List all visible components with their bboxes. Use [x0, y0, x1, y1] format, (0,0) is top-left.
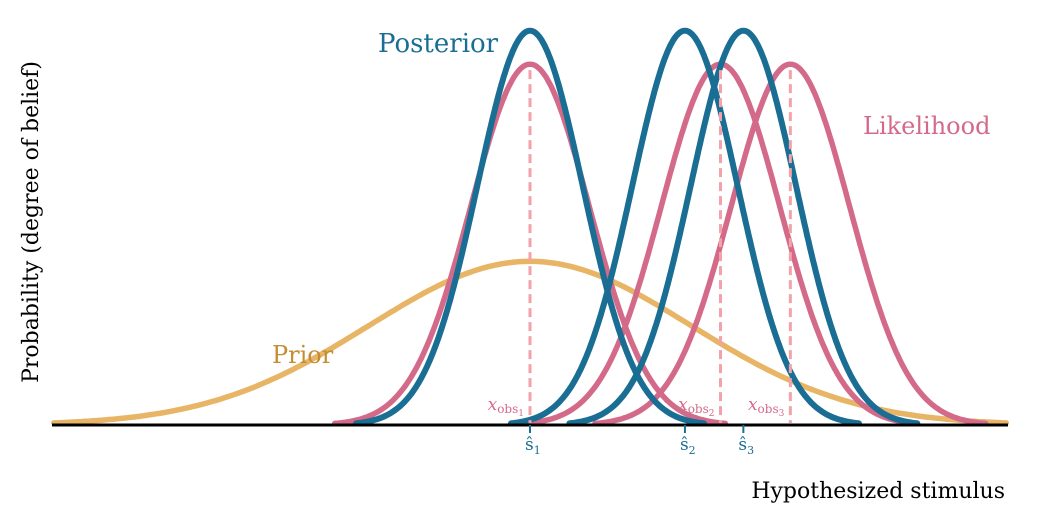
prior-curve-1	[51, 258, 1010, 426]
posterior-curve-3	[566, 27, 921, 427]
posterior-curve-2	[508, 27, 862, 427]
posterior-curve-1	[353, 27, 707, 427]
posterior-curves	[353, 27, 921, 427]
x-axis-label: Hypothesized stimulus	[751, 479, 1005, 504]
y-axis-label: Probability (degree of belief)	[19, 61, 44, 383]
series-label-posterior: Posterior	[378, 29, 499, 59]
estimate-label-3: ŝ3	[738, 435, 754, 457]
observation-labels: xobs1 xobs2 xobs3	[488, 395, 785, 419]
estimate-labels: ŝ1 ŝ2 ŝ3	[525, 435, 754, 457]
observation-dashed-lines	[528, 70, 792, 423]
observation-label-3: xobs3	[748, 395, 785, 419]
estimate-ticks	[529, 425, 745, 433]
observation-label-2: xobs2	[678, 395, 714, 419]
likelihood-curve-3	[592, 61, 989, 427]
series-label-prior: Prior	[272, 341, 334, 369]
prior-curves	[51, 258, 1010, 426]
series-label-likelihood: Likelihood	[863, 112, 990, 140]
observation-label-1: xobs1	[488, 395, 524, 419]
estimate-label-2: ŝ2	[680, 435, 696, 457]
estimate-label-1: ŝ1	[525, 435, 541, 457]
